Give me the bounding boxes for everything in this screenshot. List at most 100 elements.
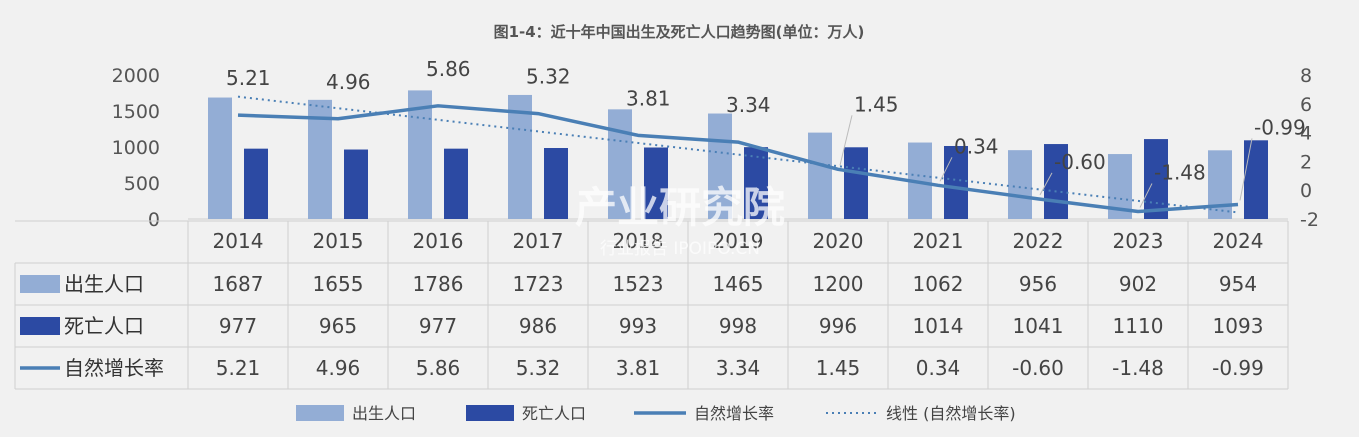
rate-data-label: 5.21 xyxy=(226,66,271,90)
death-cell: 977 xyxy=(419,314,457,338)
rate-data-label: 5.32 xyxy=(526,65,571,89)
death-bar xyxy=(644,147,668,219)
death-cell: 996 xyxy=(819,314,857,338)
rate-data-label: 3.81 xyxy=(626,86,671,110)
y-left-tick: 0 xyxy=(148,209,160,231)
chart-title: 图1-4：近十年中国出生及死亡人口趋势图(单位：万人) xyxy=(494,23,865,41)
x-tick-label: 2023 xyxy=(1113,229,1164,253)
birth-cell: 1062 xyxy=(913,272,964,296)
y-left-tick: 2000 xyxy=(112,65,160,87)
legend-trend-label: 线性 (自然增长率) xyxy=(886,404,1016,423)
birth-bar xyxy=(408,90,432,220)
death-cell: 986 xyxy=(519,314,557,338)
death-cell: 977 xyxy=(219,314,257,338)
rate-row-label: 自然增长率 xyxy=(64,356,164,380)
y-left-tick: 1500 xyxy=(112,101,160,123)
birth-row-key xyxy=(20,275,60,293)
birth-cell: 1523 xyxy=(613,272,664,296)
death-bar xyxy=(444,148,468,219)
x-tick-label: 2017 xyxy=(513,229,564,253)
y-right-tick: 6 xyxy=(1300,94,1312,116)
rate-data-label: 3.34 xyxy=(726,93,771,117)
rate-cell: 3.81 xyxy=(616,356,661,380)
label-leader xyxy=(1239,138,1253,201)
birth-cell: 902 xyxy=(1119,272,1157,296)
death-bar xyxy=(744,147,768,219)
y-right-tick: -2 xyxy=(1300,209,1319,231)
birth-row-label: 出生人口 xyxy=(64,272,144,296)
legend-birth-swatch xyxy=(296,405,344,421)
birth-cell: 1723 xyxy=(513,272,564,296)
legend-rate-label: 自然增长率 xyxy=(694,404,774,423)
death-bar xyxy=(344,149,368,219)
y-right-tick: 4 xyxy=(1300,123,1312,145)
death-cell: 1041 xyxy=(1013,314,1064,338)
death-bar xyxy=(944,145,968,219)
legend-death-label: 死亡人口 xyxy=(522,404,586,423)
y-left-tick: 500 xyxy=(124,173,160,195)
birth-cell: 1200 xyxy=(813,272,864,296)
birth-cell: 1786 xyxy=(413,272,464,296)
rate-cell: -1.48 xyxy=(1112,356,1164,380)
y-right-tick: 0 xyxy=(1300,180,1312,202)
death-bar xyxy=(1244,140,1268,219)
rate-cell: 0.34 xyxy=(916,356,961,380)
rate-line xyxy=(237,104,1239,214)
legend-birth-label: 出生人口 xyxy=(352,404,416,423)
birth-cell: 954 xyxy=(1219,272,1257,296)
x-tick-label: 2022 xyxy=(1013,229,1064,253)
label-leader xyxy=(839,115,853,166)
death-bar xyxy=(544,148,568,219)
birth-bar xyxy=(508,94,532,219)
death-bar xyxy=(1044,144,1068,219)
rate-data-label: 5.86 xyxy=(426,57,471,81)
death-cell: 993 xyxy=(619,314,657,338)
birth-bar xyxy=(808,132,832,219)
rate-cell: 5.32 xyxy=(516,356,561,380)
legend-death-swatch xyxy=(466,405,514,421)
death-bar xyxy=(244,148,268,219)
x-tick-label: 2020 xyxy=(813,229,864,253)
y-left-tick: 1000 xyxy=(112,137,160,159)
rate-cell: -0.99 xyxy=(1212,356,1264,380)
x-tick-label: 2018 xyxy=(613,229,664,253)
x-tick-label: 2014 xyxy=(213,229,264,253)
rate-data-label: 4.96 xyxy=(326,70,371,94)
watermark-sub: 行业报告 IPOIPO.CN xyxy=(600,239,760,259)
rate-cell: 3.34 xyxy=(716,356,761,380)
birth-bar xyxy=(708,113,732,219)
death-cell: 1014 xyxy=(913,314,964,338)
y-right-tick: 8 xyxy=(1300,65,1312,87)
rate-cell: -0.60 xyxy=(1012,356,1064,380)
death-row-key xyxy=(20,317,60,335)
death-bar xyxy=(844,147,868,219)
x-tick-label: 2015 xyxy=(313,229,364,253)
rate-data-label: 1.45 xyxy=(854,92,899,116)
x-tick-label: 2021 xyxy=(913,229,964,253)
birth-cell: 956 xyxy=(1019,272,1057,296)
birth-cell: 1655 xyxy=(313,272,364,296)
y-right-tick: 2 xyxy=(1300,151,1312,173)
rate-cell: 1.45 xyxy=(816,356,861,380)
x-tick-label: 2016 xyxy=(413,229,464,253)
rate-data-label: -0.99 xyxy=(1254,115,1306,139)
rate-cell: 4.96 xyxy=(316,356,361,380)
birth-bar xyxy=(608,109,632,219)
watermark-main: 产业研究院 xyxy=(575,183,785,232)
birth-cell: 1465 xyxy=(713,272,764,296)
label-leader xyxy=(1039,172,1053,196)
x-tick-label: 2019 xyxy=(713,229,764,253)
death-cell: 1093 xyxy=(1213,314,1264,338)
label-leader xyxy=(939,157,953,182)
birth-cell: 1687 xyxy=(213,272,264,296)
label-leader xyxy=(1139,183,1153,208)
birth-bar xyxy=(1008,150,1032,219)
x-tick-label: 2024 xyxy=(1213,229,1264,253)
death-bar xyxy=(1144,139,1168,219)
rate-cell: 5.21 xyxy=(216,356,261,380)
birth-bar xyxy=(1208,150,1232,219)
rate-data-label: -1.48 xyxy=(1154,161,1206,185)
death-cell: 965 xyxy=(319,314,357,338)
